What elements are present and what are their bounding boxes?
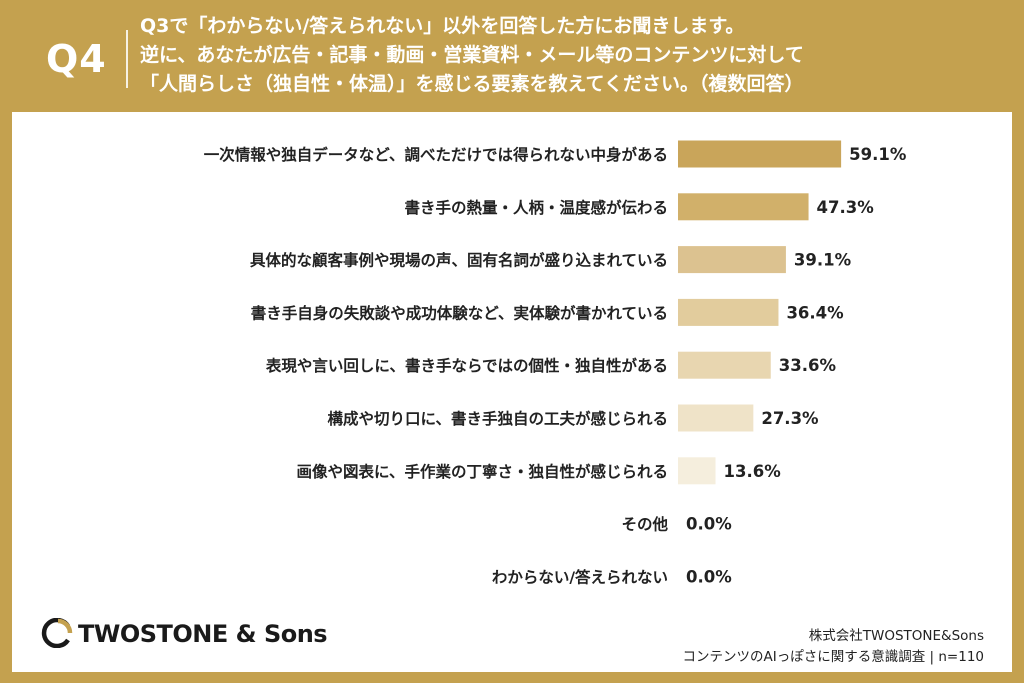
bar [678, 246, 786, 274]
bar [678, 457, 716, 485]
bar [678, 404, 754, 432]
header-divider [126, 30, 128, 88]
category-label: 画像や図表に、手作業の丁寧さ・独自性が感じられる [296, 462, 668, 481]
bar [678, 298, 779, 326]
question-line: 「人間らしさ（独自性・体温）」を感じる要素を教えてください。（複数回答） [140, 73, 804, 95]
value-label: 0.0% [686, 515, 732, 534]
category-label: 書き手自身の失敗談や成功体験など、実体験が書かれている [251, 303, 668, 322]
logo-brand: TWOSTONE [78, 620, 228, 648]
question-number: Q4 [46, 37, 107, 81]
category-label: わからない/答えられない [492, 567, 668, 586]
category-label: 構成や切り口に、書き手独自の工夫が感じられる [327, 409, 668, 428]
logo-mark-icon [41, 618, 73, 648]
value-label: 39.1% [794, 251, 852, 270]
value-label: 27.3% [761, 409, 819, 428]
value-label: 47.3% [817, 198, 875, 217]
value-label: 36.4% [786, 303, 844, 322]
value-label: 59.1% [849, 145, 907, 164]
category-label: その他 [621, 515, 668, 534]
logo-brand-suffix: & Sons [235, 620, 328, 648]
question-line: Q3で「わからない/答えられない」以外を回答した方にお聞きします。 [140, 15, 745, 37]
value-label: 33.6% [779, 356, 837, 375]
value-label: 13.6% [724, 462, 782, 481]
category-label: 表現や言い回しに、書き手ならではの個性・独自性がある [265, 356, 668, 375]
footer-survey: コンテンツのAIっぽさに関する意識調査 | n=110 [682, 649, 984, 665]
chart-panel: 一次情報や独自データなど、調べただけでは得られない中身がある 59.1% 書き手の熱… [12, 112, 1012, 672]
bar-chart: 一次情報や独自データなど、調べただけでは得られない中身がある 59.1% 書き手の熱… [204, 140, 907, 586]
bar [678, 140, 842, 168]
bar [678, 193, 809, 221]
bar [678, 351, 771, 379]
category-label: 一次情報や独自データなど、調べただけでは得られない中身がある [204, 145, 668, 164]
value-label: 0.0% [686, 567, 732, 586]
category-label: 具体的な顧客事例や現場の声、固有名詞が盛り込まれている [250, 251, 668, 270]
question-text: Q3で「わからない/答えられない」以外を回答した方にお聞きします。 逆に、あなた… [140, 12, 1020, 99]
header: Q4 Q3で「わからない/答えられない」以外を回答した方にお聞きします。 逆に、… [0, 0, 1024, 112]
question-line: 逆に、あなたが広告・記事・動画・営業資料・メール等のコンテンツに対して [140, 44, 804, 66]
category-label: 書き手の熱量・人柄・温度感が伝わる [404, 198, 668, 217]
footer-company: 株式会社TWOSTONE&Sons [808, 628, 984, 644]
logo-text: TWOSTONE & Sons [78, 620, 328, 648]
footer: 株式会社TWOSTONE&Sons コンテンツのAIっぽさに関する意識調査 | … [683, 626, 984, 668]
